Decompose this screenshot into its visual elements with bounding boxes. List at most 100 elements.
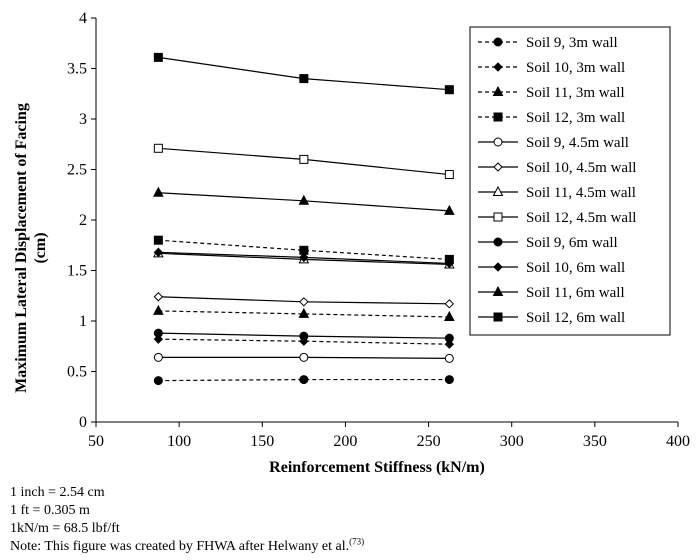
data-point <box>298 194 310 205</box>
legend-label: Soil 9, 3m wall <box>526 35 618 51</box>
y-tick-label: 0.5 <box>67 364 87 381</box>
y-axis-title-line: Maximum Lateral Displacement of Facing <box>13 103 30 393</box>
data-point <box>153 352 163 362</box>
data-point <box>299 331 309 341</box>
legend-swatch-marker <box>492 185 504 196</box>
data-point <box>153 304 164 315</box>
note-stiffness: 1kN/m = 68.5 lbf/ft <box>10 521 120 536</box>
legend-swatch-marker <box>493 212 503 222</box>
series-8 <box>153 143 454 180</box>
legend-label: Soil 9, 6m wall <box>526 235 618 251</box>
legend-entry: Soil 11, 3m wall <box>478 85 625 101</box>
data-point <box>444 375 454 385</box>
data-point <box>153 376 163 386</box>
data-point <box>153 328 163 338</box>
series-6 <box>153 292 455 309</box>
legend-label: Soil 11, 4.5m wall <box>526 185 636 201</box>
legend-box <box>469 26 671 336</box>
data-point <box>444 299 455 309</box>
series-1 <box>153 375 454 386</box>
y-tick-label: 2.5 <box>67 162 87 179</box>
series-9 <box>153 328 454 343</box>
data-point <box>444 353 454 363</box>
x-tick-label: 50 <box>88 433 104 450</box>
x-tick-label: 150 <box>250 433 274 450</box>
legend-entry: Soil 11, 4.5m wall <box>478 185 636 201</box>
legend-swatch-marker <box>492 285 504 296</box>
y-tick-label: 1.5 <box>67 263 87 280</box>
series-11 <box>153 186 455 215</box>
y-tick-label: 1 <box>79 313 87 330</box>
legend-swatch-marker <box>493 312 503 322</box>
data-point <box>298 307 310 318</box>
data-point <box>153 235 163 245</box>
legend-swatch-marker <box>493 237 503 247</box>
data-point <box>153 186 164 197</box>
data-point <box>153 292 164 302</box>
legend-label: Soil 11, 6m wall <box>526 285 625 301</box>
note-source-text: Note: This figure was created by FHWA af… <box>10 539 350 554</box>
data-point <box>153 143 163 153</box>
data-point <box>444 333 454 343</box>
series-12 <box>153 52 454 95</box>
note-foot: 1 ft = 0.305 m <box>10 503 90 518</box>
data-point <box>153 52 163 62</box>
legend-label: Soil 12, 6m wall <box>526 310 625 326</box>
y-axis-title: Maximum Lateral Displacement of Facing (c… <box>13 103 49 393</box>
legend: Soil 9, 3m wall Soil 10, 3m wall Soil 11, … <box>469 26 671 336</box>
note-source: Note: This figure was created by FHWA af… <box>10 537 364 556</box>
legend-label: Soil 9, 4.5m wall <box>526 135 629 151</box>
legend-entry: Soil 10, 6m wall <box>478 260 625 276</box>
data-point <box>299 375 309 385</box>
data-point <box>444 204 455 215</box>
legend-entry: Soil 9, 4.5m wall <box>478 135 629 151</box>
data-point <box>444 170 454 180</box>
y-tick-label: 0 <box>79 414 87 431</box>
legend-entry: Soil 12, 4.5m wall <box>478 210 636 226</box>
legend-swatch-marker <box>493 62 503 72</box>
legend-entry: Soil 9, 6m wall <box>478 235 618 251</box>
legend-swatch-marker <box>492 85 504 96</box>
data-point <box>444 310 455 321</box>
note-inch: 1 inch = 2.54 cm <box>10 485 105 500</box>
legend-label: Soil 10, 3m wall <box>526 60 625 76</box>
chart: 50 100 150 200 250 300 350 400 0 0.5 1 1.5 2 2.5 3 3.5 4… <box>13 10 690 476</box>
series-3 <box>153 304 455 321</box>
data-point <box>299 352 309 362</box>
legend-label: Soil 12, 3m wall <box>526 110 625 126</box>
legend-entry: Soil 10, 4.5m wall <box>478 160 636 176</box>
data-point <box>299 252 309 263</box>
series-line <box>158 56 450 91</box>
data-point <box>153 334 164 344</box>
data-point <box>153 247 164 258</box>
x-tick-label: 350 <box>583 433 607 450</box>
data-point <box>299 297 309 307</box>
y-tick-label: 4 <box>79 10 87 27</box>
x-tick-label: 200 <box>333 433 357 450</box>
data-point <box>444 339 455 349</box>
series-10 <box>153 247 455 269</box>
legend-entry: Soil 12, 3m wall <box>478 110 625 126</box>
y-tick-label: 3 <box>79 111 87 128</box>
y-axis-title-line: (cm) <box>32 232 49 263</box>
notes: 1 inch = 2.54 cm 1 ft = 0.305 m 1kN/m = … <box>10 484 364 556</box>
legend-swatch-marker <box>493 162 503 172</box>
x-axis-title: Reinforcement Stiffness (kN/m) <box>269 459 485 476</box>
y-tick-label: 2 <box>79 212 87 229</box>
x-tick-label: 400 <box>666 433 690 450</box>
legend-label: Soil 12, 4.5m wall <box>526 210 636 226</box>
legend-entry: Soil 12, 6m wall <box>478 310 625 326</box>
legend-entry: Soil 11, 6m wall <box>478 285 625 301</box>
series-layer <box>153 52 455 386</box>
legend-entry: Soil 9, 3m wall <box>478 35 618 51</box>
data-point <box>299 154 309 164</box>
data-point <box>444 85 454 95</box>
legend-entry: Soil 10, 3m wall <box>478 60 625 76</box>
legend-swatch-marker <box>493 262 503 272</box>
legend-label: Soil 11, 3m wall <box>526 85 625 101</box>
x-tick-label: 100 <box>167 433 191 450</box>
legend-swatch-marker <box>493 37 503 47</box>
legend-label: Soil 10, 4.5m wall <box>526 160 636 176</box>
legend-swatch-marker <box>493 137 503 147</box>
x-tick-label: 250 <box>417 433 441 450</box>
